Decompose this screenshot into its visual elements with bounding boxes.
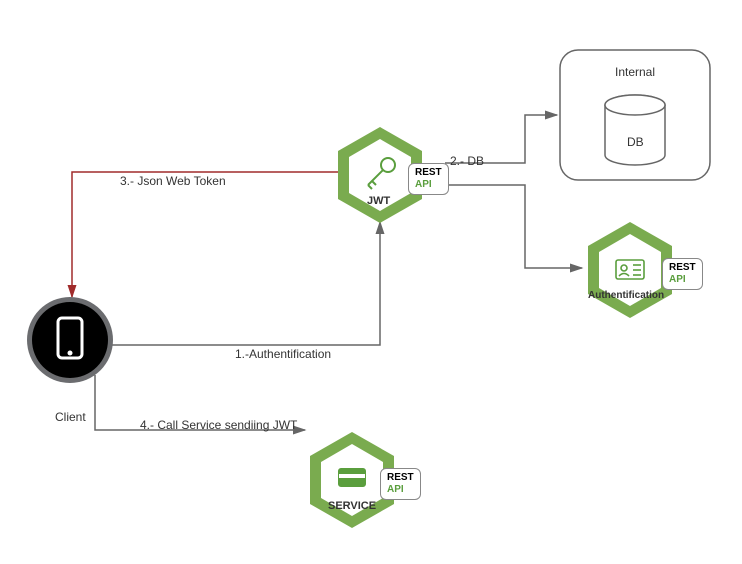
auth-node xyxy=(588,222,672,318)
diagram-canvas xyxy=(0,0,742,564)
service-label: SERVICE xyxy=(328,500,376,512)
badge-api: API xyxy=(415,179,442,191)
edge-jwt-token xyxy=(72,172,338,297)
edge-auth-svc xyxy=(445,185,582,268)
jwt-api-badge: REST API xyxy=(408,163,449,195)
db-cylinder xyxy=(605,95,665,165)
service-api-badge: REST API xyxy=(380,468,421,500)
db-label: DB xyxy=(627,135,644,149)
edge3-label: 3.- Json Web Token xyxy=(120,174,226,188)
badge-api: API xyxy=(669,274,696,286)
edge1-label: 1.-Authentification xyxy=(235,347,331,361)
badge-api: API xyxy=(387,484,414,496)
badge-rest: REST xyxy=(669,262,696,274)
auth-api-badge: REST API xyxy=(662,258,703,290)
badge-rest: REST xyxy=(387,472,414,484)
edge-auth xyxy=(112,222,380,345)
edge2-label: 2.- DB xyxy=(450,154,484,168)
client-node xyxy=(27,297,113,383)
auth-label: Authentification xyxy=(588,290,664,301)
edge4-label: 4.- Call Service sendiing JWT xyxy=(140,418,297,432)
jwt-label: JWT xyxy=(367,195,390,207)
client-label: Client xyxy=(55,410,86,424)
badge-rest: REST xyxy=(415,167,442,179)
db-title: Internal xyxy=(615,65,655,79)
